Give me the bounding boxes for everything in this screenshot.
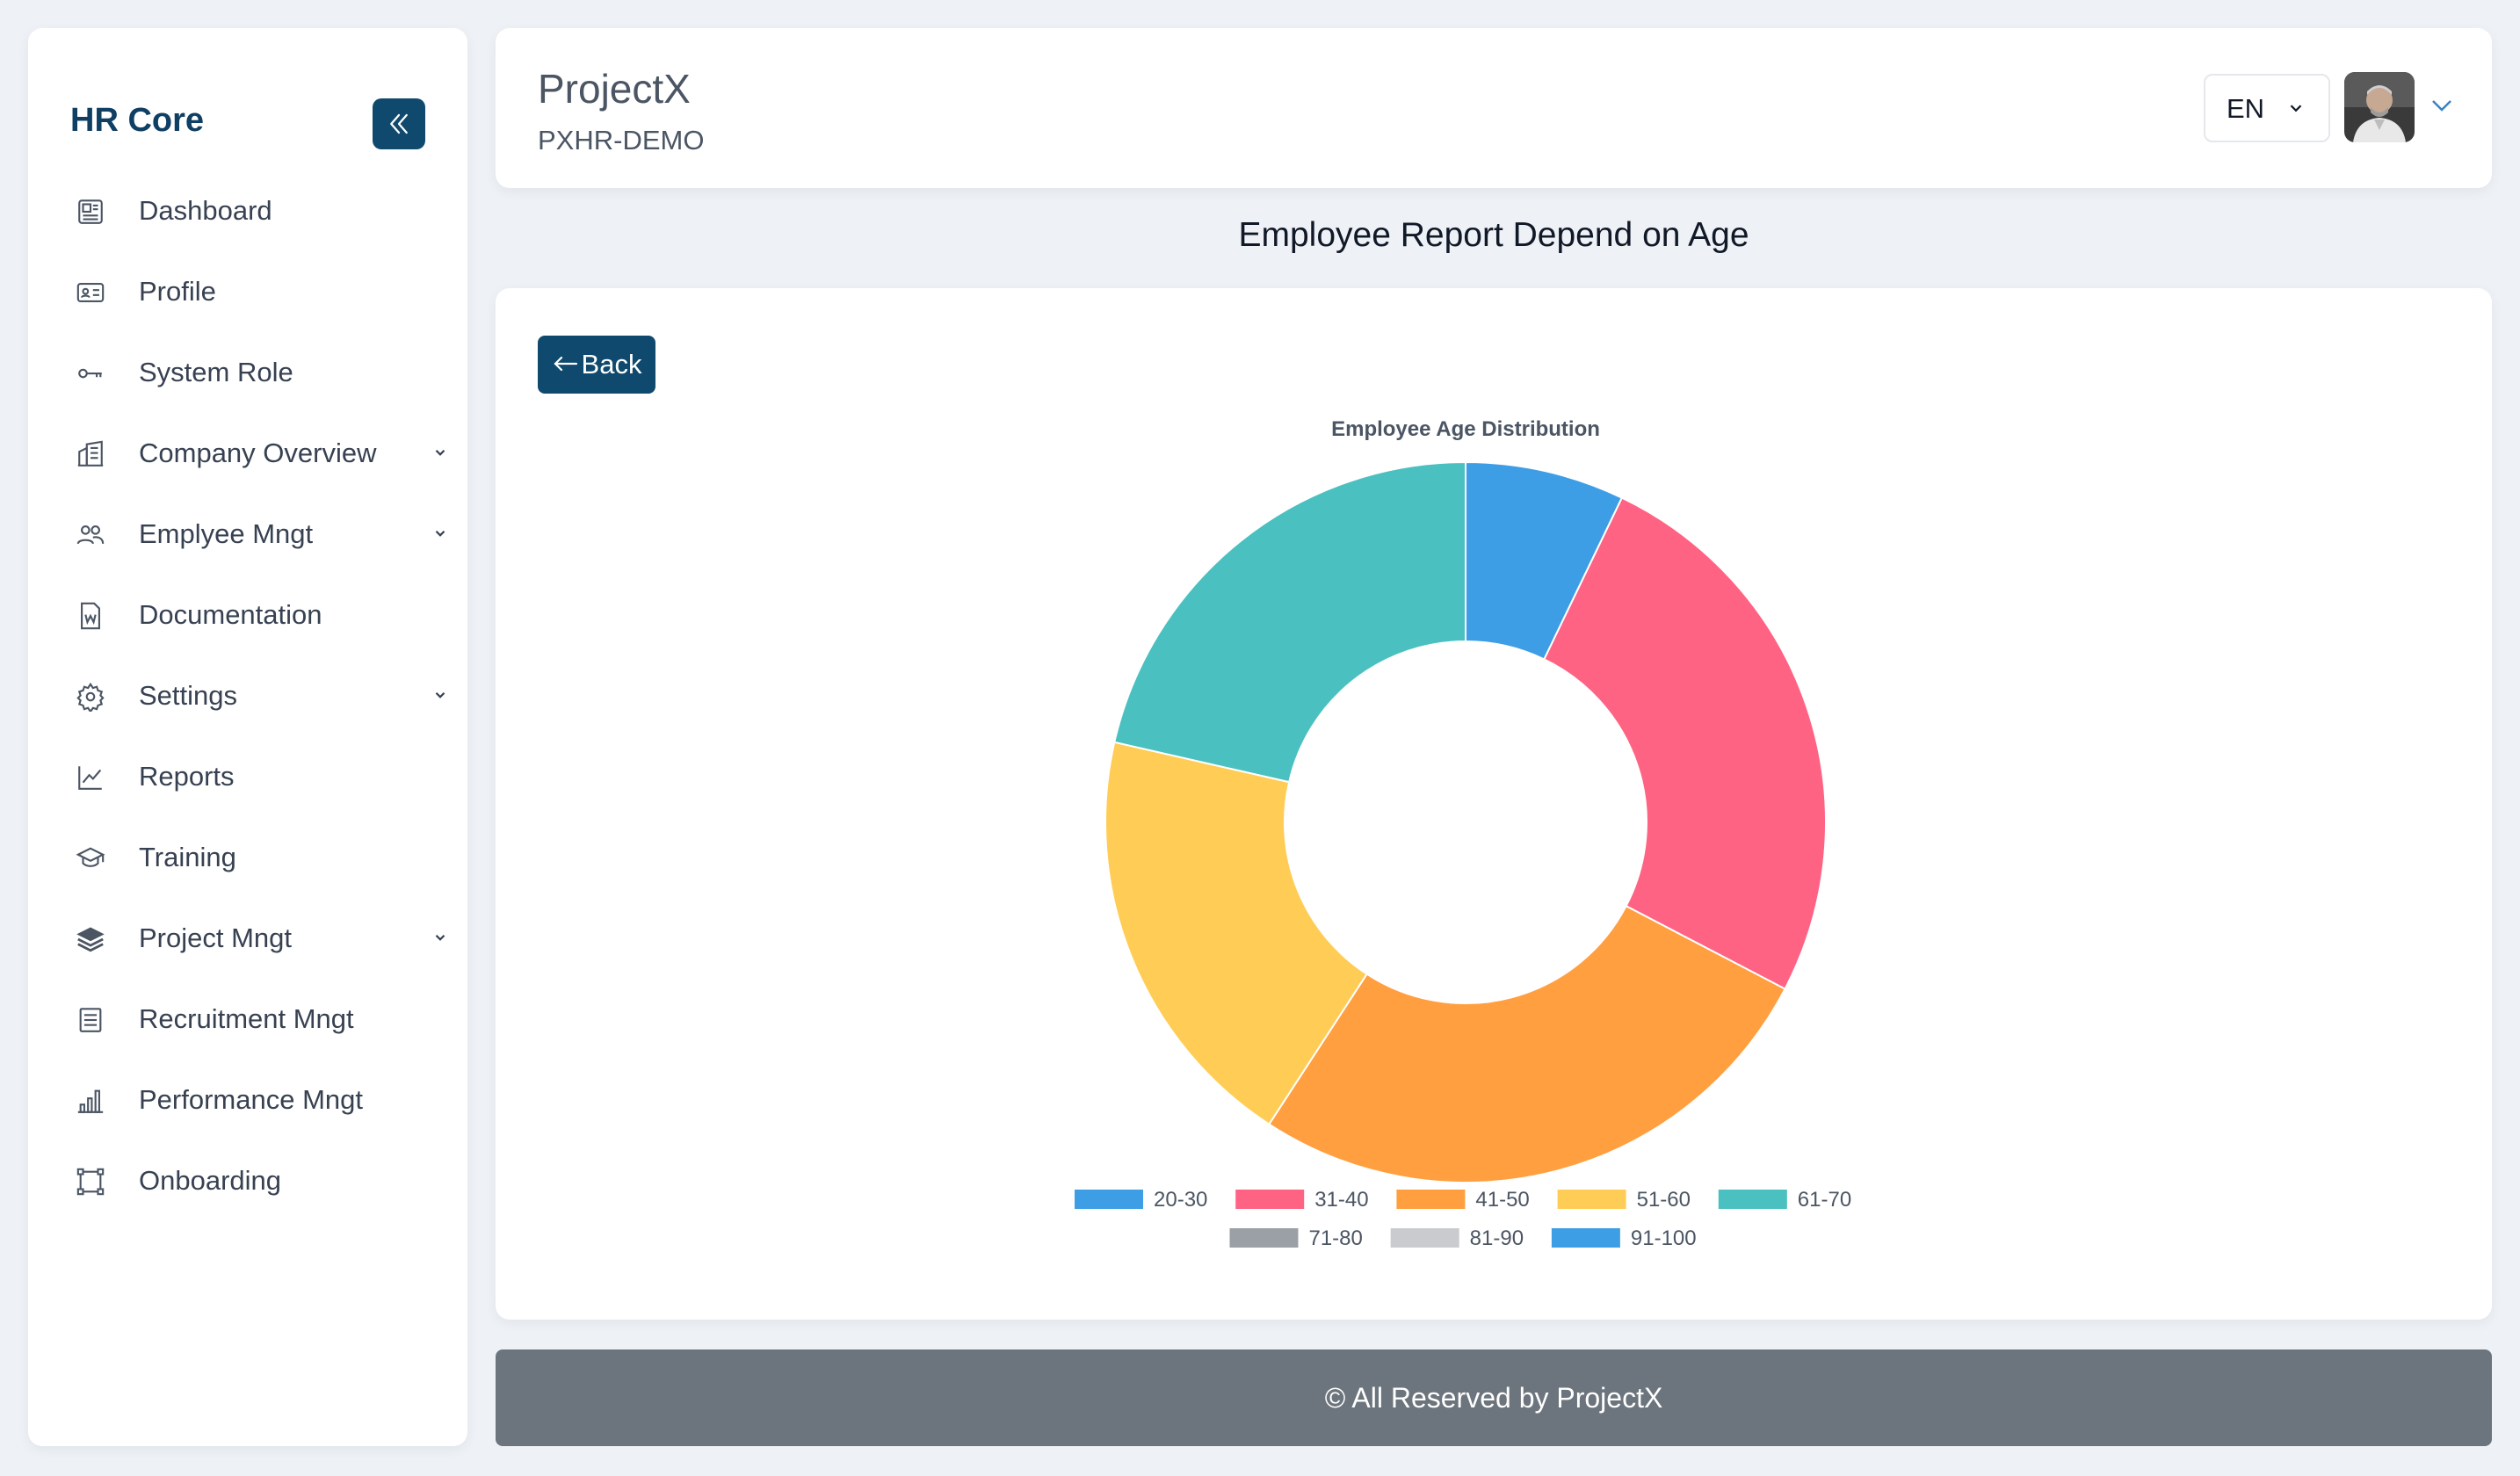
sidebar-item-documentation[interactable]: Documentation (28, 575, 467, 655)
language-select[interactable]: EN (2204, 74, 2330, 142)
sidebar-item-label: Documentation (139, 599, 322, 630)
building-icon (76, 439, 105, 469)
chevron-down-icon (435, 934, 445, 941)
chevron-down-icon (435, 530, 445, 537)
sidebar-item-reports[interactable]: Reports (28, 736, 467, 817)
legend-label: 81-90 (1470, 1226, 1524, 1250)
id-card-icon (76, 278, 105, 308)
sidebar: HR Core Dashboard Profile System Role (28, 28, 467, 1446)
legend-item-81-90[interactable]: 81-90 (1390, 1226, 1524, 1250)
arrow-left-icon (552, 349, 578, 380)
footer: © All Reserved by ProjectX (496, 1349, 2492, 1446)
chart-title: Employee Age Distribution (1331, 417, 1600, 441)
legend-label: 51-60 (1637, 1188, 1691, 1212)
project-code: PXHR-DEMO (538, 125, 705, 156)
sidebar-item-profile[interactable]: Profile (28, 251, 467, 332)
legend-swatch (1390, 1228, 1459, 1248)
project-title: ProjectX (538, 66, 691, 112)
chevron-down-icon (435, 449, 445, 456)
sidebar-item-onboarding[interactable]: Onboarding (28, 1140, 467, 1221)
chart-legend: 20-30 31-40 41-50 51-60 61-70 71-80 81-90 91-10… (1075, 1188, 1851, 1250)
chevron-down-icon (2290, 105, 2302, 112)
chart-slice-51-60[interactable] (1104, 741, 1369, 1126)
legend-item-61-70[interactable]: 61-70 (1718, 1188, 1851, 1212)
legend-swatch (1551, 1228, 1620, 1248)
profile-menu-chevron-icon[interactable] (2429, 95, 2455, 116)
sidebar-item-system-role[interactable]: System Role (28, 332, 467, 413)
legend-swatch (1718, 1190, 1787, 1209)
sidebar-item-recruitment-mngt[interactable]: Recruitment Mngt (28, 979, 467, 1060)
back-button[interactable]: Back (538, 336, 655, 394)
sidebar-item-settings[interactable]: Settings (28, 655, 467, 736)
user-avatar-icon (2344, 72, 2415, 142)
legend-label: 41-50 (1475, 1188, 1529, 1212)
sidebar-item-training[interactable]: Training (28, 817, 467, 898)
sidebar-item-label: Profile (139, 276, 216, 307)
sidebar-item-label: Dashboard (139, 195, 272, 226)
line-chart-icon (76, 763, 105, 792)
sidebar-item-company-overview[interactable]: Company Overview (28, 413, 467, 494)
layers-icon (76, 924, 105, 954)
legend-swatch (1229, 1228, 1299, 1248)
legend-label: 71-80 (1308, 1226, 1362, 1250)
legend-item-51-60[interactable]: 51-60 (1557, 1188, 1691, 1212)
legend-item-20-30[interactable]: 20-30 (1075, 1188, 1207, 1212)
sidebar-nav: Dashboard Profile System Role Company Ov… (28, 170, 467, 1221)
frame-icon (76, 1167, 105, 1197)
language-value: EN (2227, 93, 2265, 124)
footer-text: © All Reserved by ProjectX (1324, 1381, 1663, 1414)
legend-swatch (1075, 1190, 1143, 1209)
sidebar-item-label: Recruitment Mngt (139, 1003, 354, 1034)
graduation-cap-icon (76, 843, 105, 873)
legend-item-41-50[interactable]: 41-50 (1396, 1188, 1530, 1212)
back-button-label: Back (581, 349, 642, 380)
legend-swatch (1396, 1190, 1466, 1209)
gear-icon (76, 682, 105, 712)
legend-item-71-80[interactable]: 71-80 (1229, 1226, 1363, 1250)
sidebar-item-project-mngt[interactable]: Project Mngt (28, 898, 467, 979)
sidebar-item-label: Settings (139, 680, 238, 711)
chevron-down-icon (435, 691, 445, 698)
report-card: Back Employee Age Distribution 20-30 31-4… (496, 288, 2492, 1320)
legend-label: 91-100 (1631, 1226, 1697, 1250)
sidebar-item-label: Onboarding (139, 1165, 282, 1196)
sidebar-item-label: Reports (139, 761, 235, 792)
word-file-icon (76, 601, 105, 631)
chart-slices (1104, 460, 1827, 1183)
page-title: Employee Report Depend on Age (1238, 216, 1749, 254)
sidebar-item-label: Company Overview (139, 438, 377, 468)
legend-item-91-100[interactable]: 91-100 (1551, 1226, 1697, 1250)
legend-item-31-40[interactable]: 31-40 (1235, 1188, 1369, 1212)
sidebar-item-label: System Role (139, 357, 293, 387)
collapse-sidebar-button[interactable] (373, 98, 425, 149)
age-distribution-chart: Employee Age Distribution 20-30 31-40 41-5… (1075, 417, 1851, 1250)
legend-swatch (1235, 1190, 1305, 1209)
sidebar-item-performance-mngt[interactable]: Performance Mngt (28, 1060, 467, 1140)
sidebar-item-label: Training (139, 842, 236, 872)
chart-slice-31-40[interactable] (1543, 496, 1827, 990)
sidebar-item-label: Performance Mngt (139, 1084, 363, 1115)
chart-slice-61-70[interactable] (1113, 460, 1466, 784)
sidebar-item-label: Project Mngt (139, 922, 293, 953)
dashboard-icon (76, 197, 105, 227)
list-document-icon (76, 1005, 105, 1035)
key-icon (76, 358, 105, 388)
legend-label: 61-70 (1798, 1188, 1851, 1212)
bar-chart-icon (76, 1086, 105, 1116)
chart-slice-41-50[interactable] (1267, 904, 1786, 1183)
sidebar-item-employee-mngt[interactable]: Emplyee Mngt (28, 494, 467, 575)
user-avatar[interactable] (2344, 72, 2415, 142)
legend-label: 31-40 (1314, 1188, 1368, 1212)
sidebar-item-dashboard[interactable]: Dashboard (28, 170, 467, 251)
sidebar-item-label: Emplyee Mngt (139, 518, 314, 549)
double-chevron-left-icon (390, 113, 408, 134)
users-icon (76, 520, 105, 550)
brand-title: HR Core (70, 102, 205, 139)
legend-label: 20-30 (1154, 1188, 1207, 1212)
legend-swatch (1557, 1190, 1626, 1209)
top-header: ProjectX PXHR-DEMO EN (496, 28, 2492, 188)
